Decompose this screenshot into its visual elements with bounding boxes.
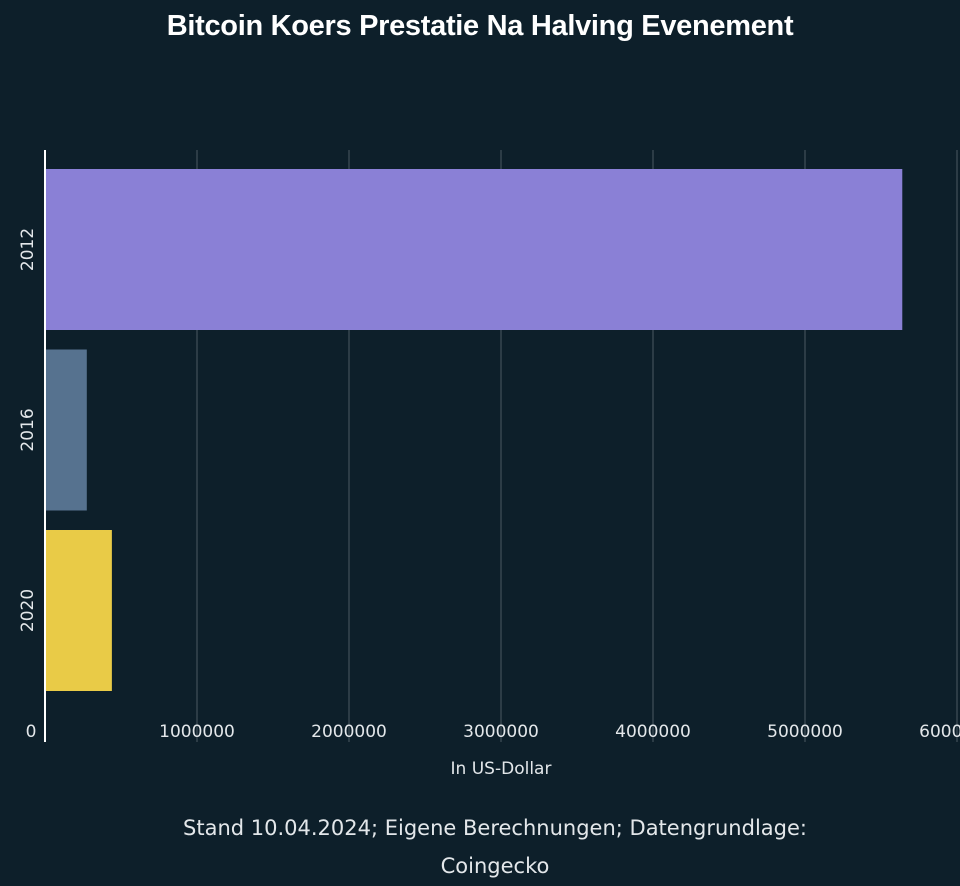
source-note-line2: Coingecko: [440, 854, 550, 878]
x-tick-label-2: 2000000: [311, 722, 387, 742]
y-tick-label-2016: 2016: [18, 408, 38, 451]
x-tick-label-0: 0: [26, 722, 37, 742]
bar-2016: [45, 349, 87, 511]
source-note-line1: Stand 10.04.2024; Eigene Berechnungen; D…: [183, 816, 807, 840]
x-tick-label-6: 6000000: [919, 722, 960, 742]
chart-title: Bitcoin Koers Prestatie Na Halving Evene…: [166, 10, 794, 42]
x-tick-label-1: 1000000: [159, 722, 235, 742]
tick-labels: 2012 2016 2020 0 1000000 2000000 3000000 400000…: [18, 228, 960, 742]
x-tick-label-4: 4000000: [615, 722, 691, 742]
bar-2020: [45, 530, 112, 691]
y-tick-label-2020: 2020: [18, 589, 38, 632]
y-tick-label-2012: 2012: [18, 228, 38, 271]
x-axis-label: In US-Dollar: [451, 759, 552, 779]
x-tick-label-5: 5000000: [767, 722, 843, 742]
x-tick-label-3: 3000000: [463, 722, 539, 742]
bar-2012: [45, 169, 903, 330]
bars: [45, 169, 903, 691]
